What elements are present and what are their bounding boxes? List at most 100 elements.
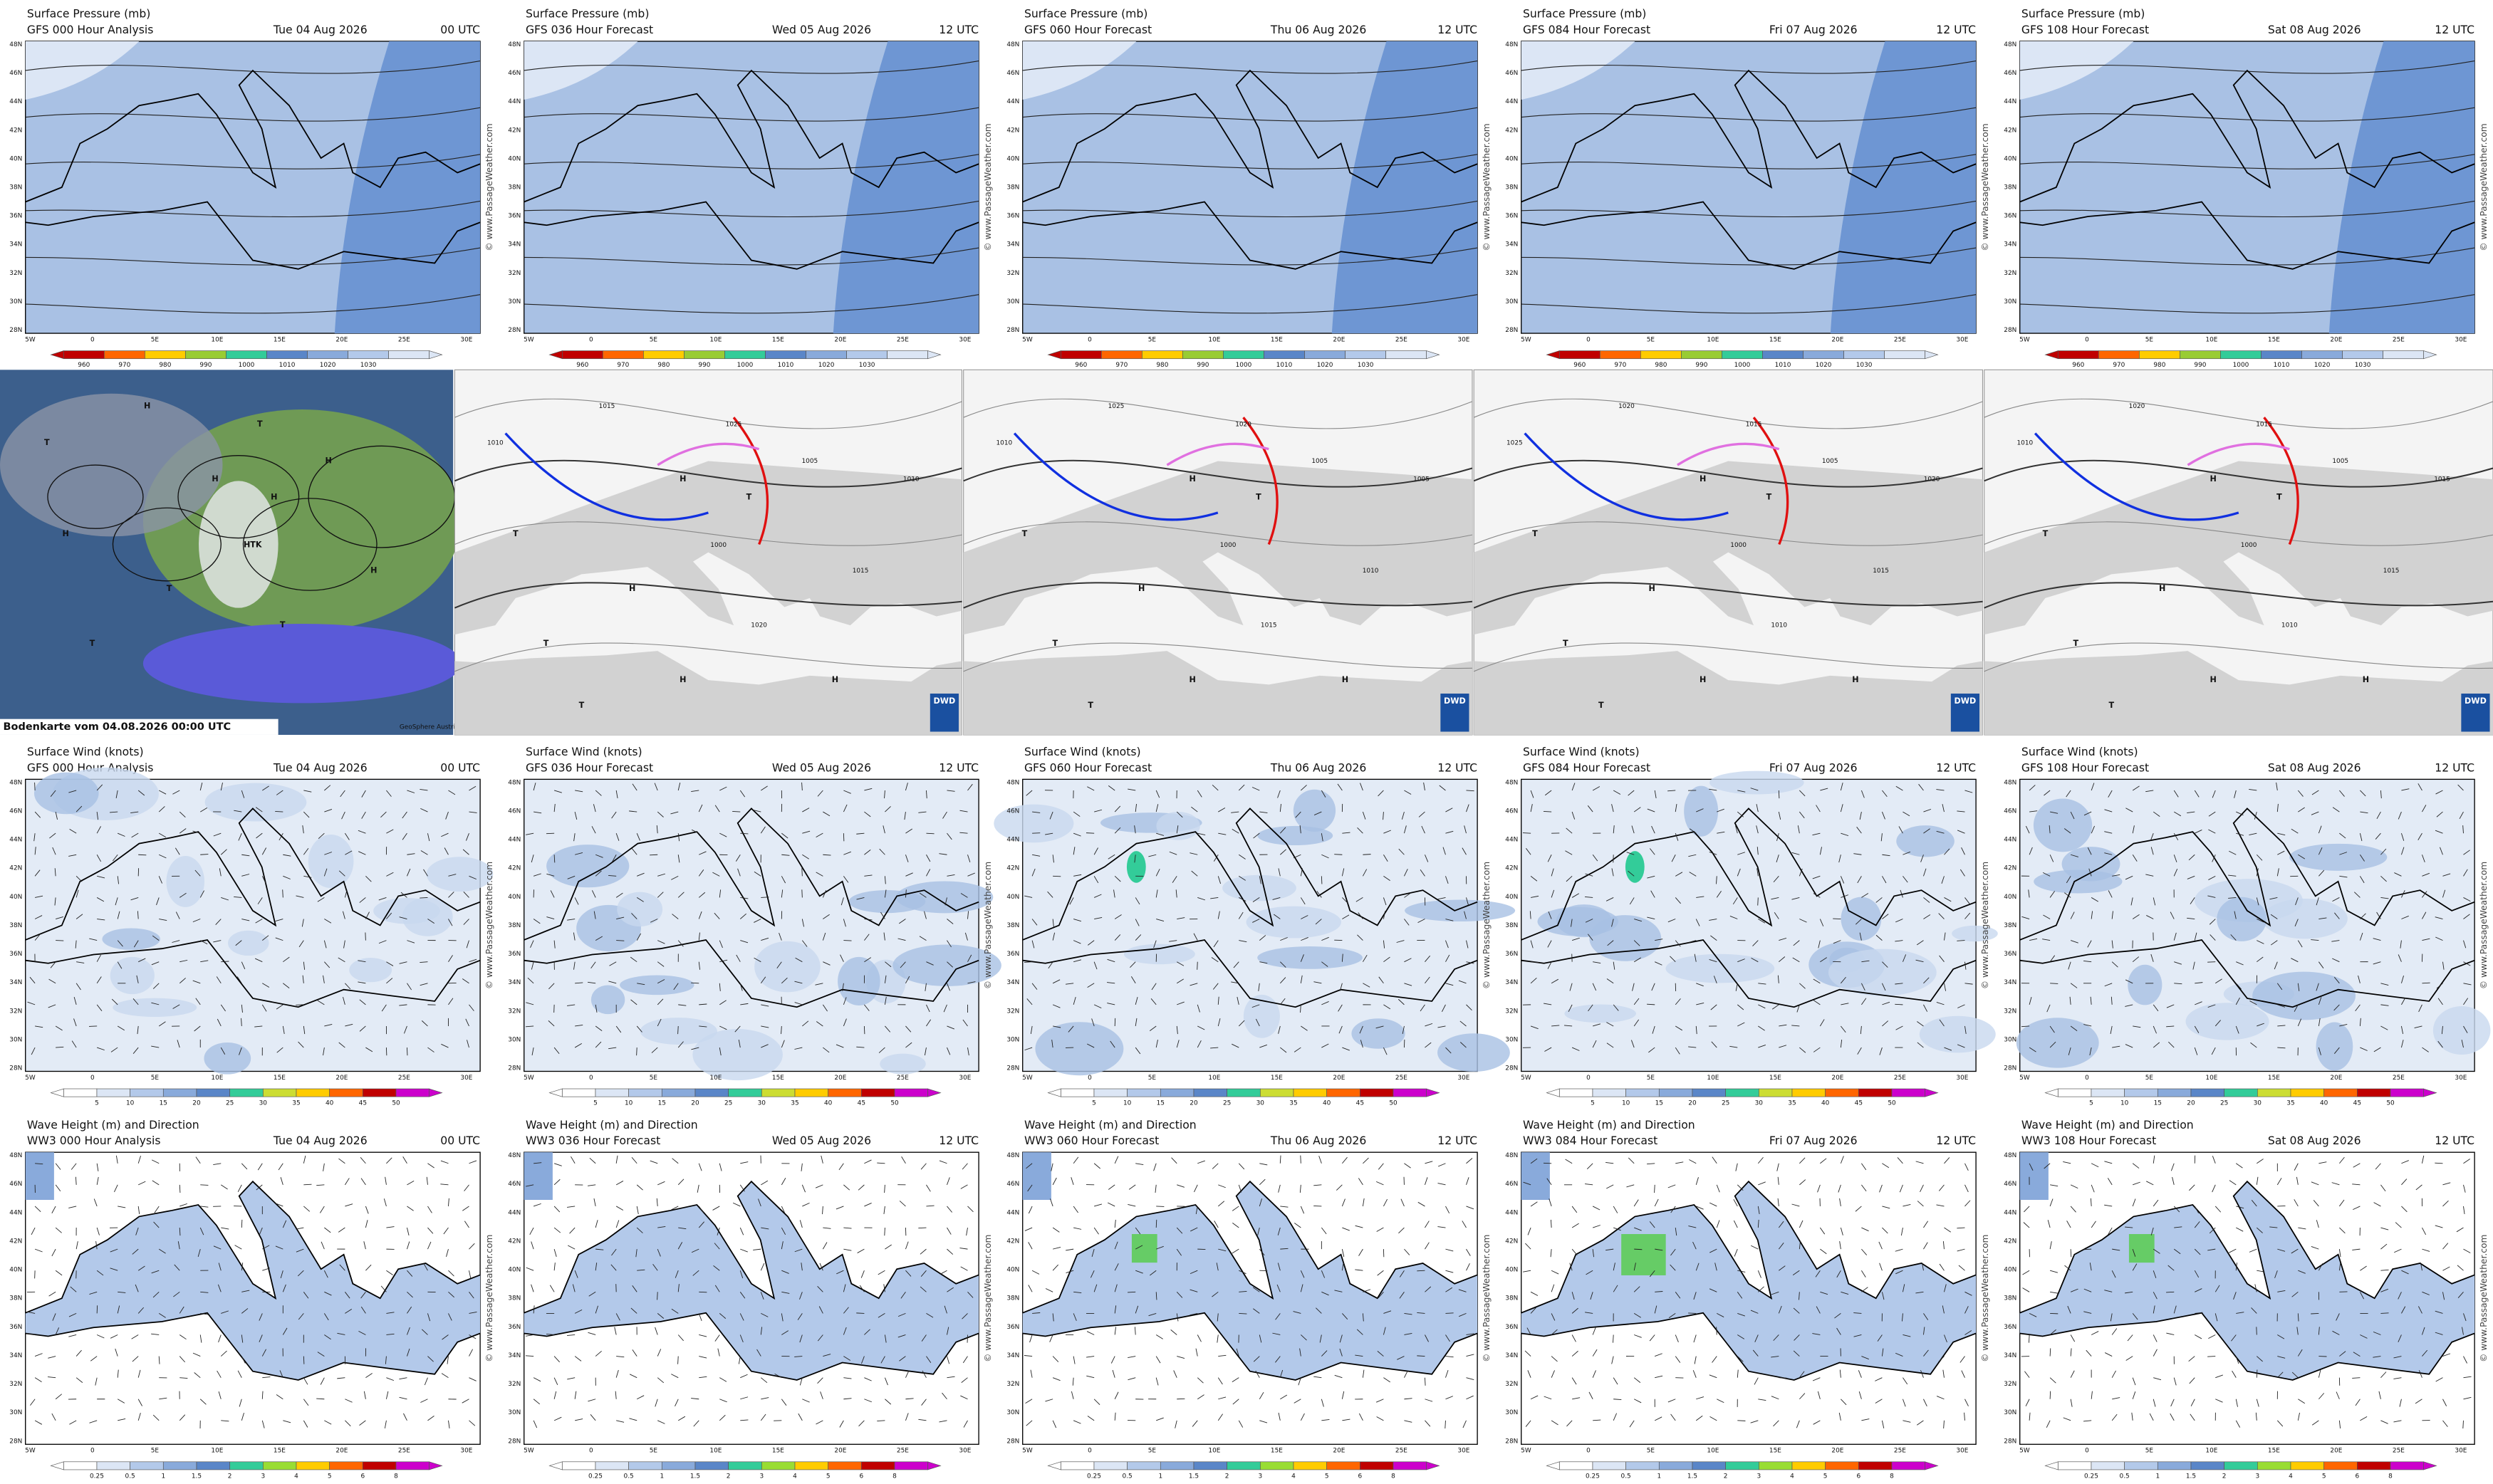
longitude-label: 15E: [1769, 336, 1781, 343]
wave-arrow: [1944, 1227, 1951, 1233]
wave-arrow: [2291, 1291, 2299, 1297]
wind-barb: [926, 1004, 930, 1013]
wave-arrow: [1605, 1162, 1614, 1164]
wind-barb: [657, 998, 664, 1005]
wave-arrow: [1820, 1158, 1827, 1164]
longitude-label: 20E: [1333, 1075, 1345, 1082]
wind-barb: [402, 832, 407, 840]
isobar: [524, 247, 979, 266]
wind-barb: [1383, 812, 1384, 820]
latitude-label: 34N: [508, 241, 521, 249]
longitude-label: 15E: [1271, 1448, 1283, 1455]
wave-arrow: [1339, 1348, 1343, 1357]
wind-barb: [1857, 876, 1862, 884]
wind-barb: [530, 940, 534, 948]
wave-arrow: [2232, 1370, 2237, 1378]
wave-arrow: [553, 1206, 561, 1213]
wind-speed-area: [1919, 1015, 1996, 1053]
wind-barb: [883, 932, 885, 941]
wind-barb: [1957, 830, 1965, 834]
wave-arrow: [51, 1413, 56, 1421]
wave-arrow: [1879, 1184, 1883, 1193]
colorbar-label: 15: [1157, 1100, 1165, 1107]
wave-arrow: [699, 1356, 707, 1359]
latitude-label: 32N: [508, 270, 521, 277]
wave-arrow: [2189, 1377, 2195, 1384]
isobar: [25, 200, 481, 218]
wave-arrow: [345, 1309, 353, 1314]
wave-arrow: [1171, 1157, 1177, 1164]
wave-arrow: [2111, 1414, 2118, 1421]
colorbar-label: 20: [1688, 1100, 1697, 1107]
wave-arrow: [1114, 1391, 1119, 1399]
wind-speed-area: [620, 975, 694, 996]
colorbar-end: [548, 350, 563, 360]
wave-arrow: [2380, 1288, 2388, 1292]
wave-arrow: [31, 1227, 36, 1235]
colorbar-label: 1010: [279, 362, 296, 369]
longitude-label: 0: [1088, 1448, 1092, 1455]
wind-barb: [407, 853, 415, 855]
pressure-label: H: [1700, 675, 1706, 684]
wave-arrow: [921, 1334, 927, 1342]
latitude-label: 30N: [508, 1036, 521, 1043]
wind-barb: [1402, 1025, 1405, 1034]
wave-arrow: [96, 1227, 100, 1235]
colorbar-swatch: [661, 1088, 696, 1097]
longitude-label: 5W: [1521, 1448, 1531, 1455]
wind-barb: [533, 783, 536, 791]
colorbar-swatch: [2180, 350, 2221, 360]
wave-arrow: [360, 1178, 366, 1186]
wind-speed-area: [349, 957, 392, 983]
isobar: [25, 154, 481, 169]
wind-barb: [216, 976, 222, 984]
wind-barb: [2380, 848, 2387, 855]
longitude-label: 0: [1586, 1448, 1591, 1455]
wave-arrow: [1717, 1313, 1724, 1317]
longitude-label: 30E: [1457, 336, 1469, 343]
wave-arrow: [2229, 1248, 2237, 1253]
wind-barb: [1176, 811, 1183, 818]
wave-arrow: [239, 1399, 242, 1407]
wind-barb: [1197, 1040, 1202, 1048]
wind-barb: [1031, 868, 1036, 877]
wave-arrow: [1655, 1416, 1662, 1421]
wave-arrow: [1654, 1305, 1657, 1314]
wind-barb: [1069, 897, 1074, 905]
panel-title: Surface Pressure (mb): [27, 8, 150, 21]
wave-arrow: [2023, 1222, 2030, 1228]
wind-barb: [926, 1019, 932, 1027]
wave-arrow: [1238, 1184, 1242, 1193]
wave-arrow: [693, 1420, 699, 1427]
wave-arrow: [1218, 1354, 1227, 1357]
wave-arrow: [1793, 1350, 1800, 1357]
wave-arrow: [1093, 1399, 1100, 1405]
wave-arrow: [241, 1219, 243, 1228]
wind-barb: [527, 977, 534, 984]
colorbar-swatch: [628, 1461, 662, 1470]
isobar: [1022, 200, 1478, 218]
wind-barb: [964, 932, 968, 941]
wave-arrow: [1923, 1399, 1927, 1406]
wind-barb: [651, 1047, 658, 1053]
latitude-label: 32N: [508, 1008, 521, 1015]
wind-barb: [1278, 1025, 1281, 1034]
wind-barb: [2125, 1044, 2133, 1048]
wind-barb: [1675, 833, 1679, 841]
high-waves: [2128, 1233, 2155, 1263]
wind-barb: [1024, 961, 1033, 963]
wind-barb: [776, 961, 782, 968]
wind-barb: [1585, 919, 1593, 923]
wave-arrow: [2355, 1399, 2361, 1406]
wind-barb: [967, 783, 973, 791]
wind-barb: [1709, 788, 1717, 791]
wave-arrow: [1232, 1248, 1239, 1254]
caption-box: [0, 719, 279, 735]
wind-barb: [1936, 830, 1945, 834]
wave-arrow: [1294, 1399, 1301, 1404]
pressure-label: T: [1088, 701, 1093, 710]
wind-barb: [2104, 831, 2113, 834]
longitude-label: 15E: [2268, 1448, 2280, 1455]
wave-arrow: [118, 1418, 126, 1421]
wind-barb: [2376, 811, 2381, 820]
